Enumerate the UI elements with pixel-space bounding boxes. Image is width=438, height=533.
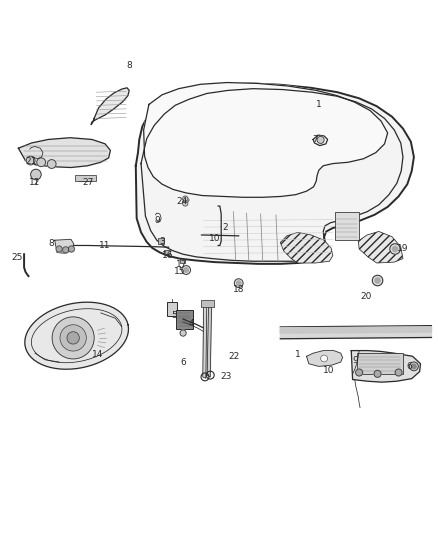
Circle shape [374, 370, 381, 377]
Text: 21: 21 [25, 157, 36, 166]
Bar [357, 353, 403, 374]
Polygon shape [307, 351, 343, 366]
Polygon shape [351, 351, 420, 382]
Circle shape [183, 196, 188, 201]
Text: 14: 14 [92, 351, 103, 359]
Circle shape [37, 158, 46, 167]
Text: 24: 24 [176, 197, 187, 206]
Text: 7: 7 [312, 135, 318, 144]
Polygon shape [207, 307, 212, 377]
Circle shape [68, 246, 74, 252]
Text: 2: 2 [223, 223, 228, 231]
Circle shape [26, 156, 35, 165]
Bar [167, 302, 177, 316]
Circle shape [237, 281, 241, 285]
Text: 8: 8 [126, 61, 132, 70]
Text: 18: 18 [233, 285, 244, 294]
Bar [176, 310, 193, 329]
Text: 20: 20 [360, 292, 371, 301]
Bar [158, 238, 164, 244]
Circle shape [317, 136, 324, 143]
Text: 9: 9 [154, 216, 160, 225]
Text: 3: 3 [159, 238, 165, 246]
Bar [180, 259, 185, 263]
Text: 10: 10 [209, 233, 220, 243]
Circle shape [180, 330, 186, 336]
Text: 4: 4 [189, 319, 194, 328]
Circle shape [182, 265, 191, 274]
Circle shape [375, 278, 380, 283]
Polygon shape [91, 88, 129, 125]
Polygon shape [280, 327, 431, 333]
Circle shape [47, 159, 56, 168]
Polygon shape [25, 302, 128, 369]
Circle shape [63, 247, 69, 253]
Text: 19: 19 [397, 245, 409, 254]
Text: 17: 17 [176, 260, 187, 269]
Polygon shape [136, 84, 414, 264]
Text: 15: 15 [174, 267, 185, 276]
Polygon shape [55, 239, 74, 253]
Circle shape [67, 332, 79, 344]
Bar [75, 175, 96, 181]
Circle shape [60, 325, 86, 351]
Text: 1: 1 [316, 100, 322, 109]
Polygon shape [358, 231, 403, 263]
Text: 9: 9 [352, 356, 358, 365]
Polygon shape [280, 327, 431, 339]
Text: 23: 23 [220, 373, 231, 382]
Text: 12: 12 [29, 178, 41, 187]
Polygon shape [280, 232, 333, 263]
Polygon shape [18, 138, 110, 167]
Text: 27: 27 [83, 178, 94, 187]
Circle shape [52, 317, 94, 359]
Text: 6: 6 [180, 358, 186, 367]
Text: 25: 25 [12, 253, 23, 262]
Bar [201, 300, 214, 307]
Circle shape [31, 169, 41, 180]
Text: 8: 8 [49, 239, 55, 248]
Text: 22: 22 [229, 352, 240, 361]
Circle shape [412, 364, 416, 368]
Text: 6: 6 [406, 362, 413, 371]
Polygon shape [144, 83, 388, 197]
Bar [335, 212, 359, 240]
Circle shape [395, 369, 402, 376]
Circle shape [56, 246, 62, 252]
Circle shape [392, 246, 398, 252]
Circle shape [372, 275, 383, 286]
Circle shape [234, 279, 243, 287]
Bar [164, 250, 170, 254]
Text: 1: 1 [295, 351, 301, 359]
Circle shape [410, 362, 418, 371]
Circle shape [184, 268, 188, 272]
Text: 10: 10 [323, 366, 334, 375]
Circle shape [390, 244, 400, 254]
Text: 16: 16 [162, 251, 173, 260]
Text: 11: 11 [99, 241, 111, 250]
Circle shape [183, 201, 188, 206]
Text: 5: 5 [171, 311, 177, 320]
Circle shape [356, 369, 363, 376]
Circle shape [321, 355, 328, 362]
Polygon shape [203, 305, 207, 378]
